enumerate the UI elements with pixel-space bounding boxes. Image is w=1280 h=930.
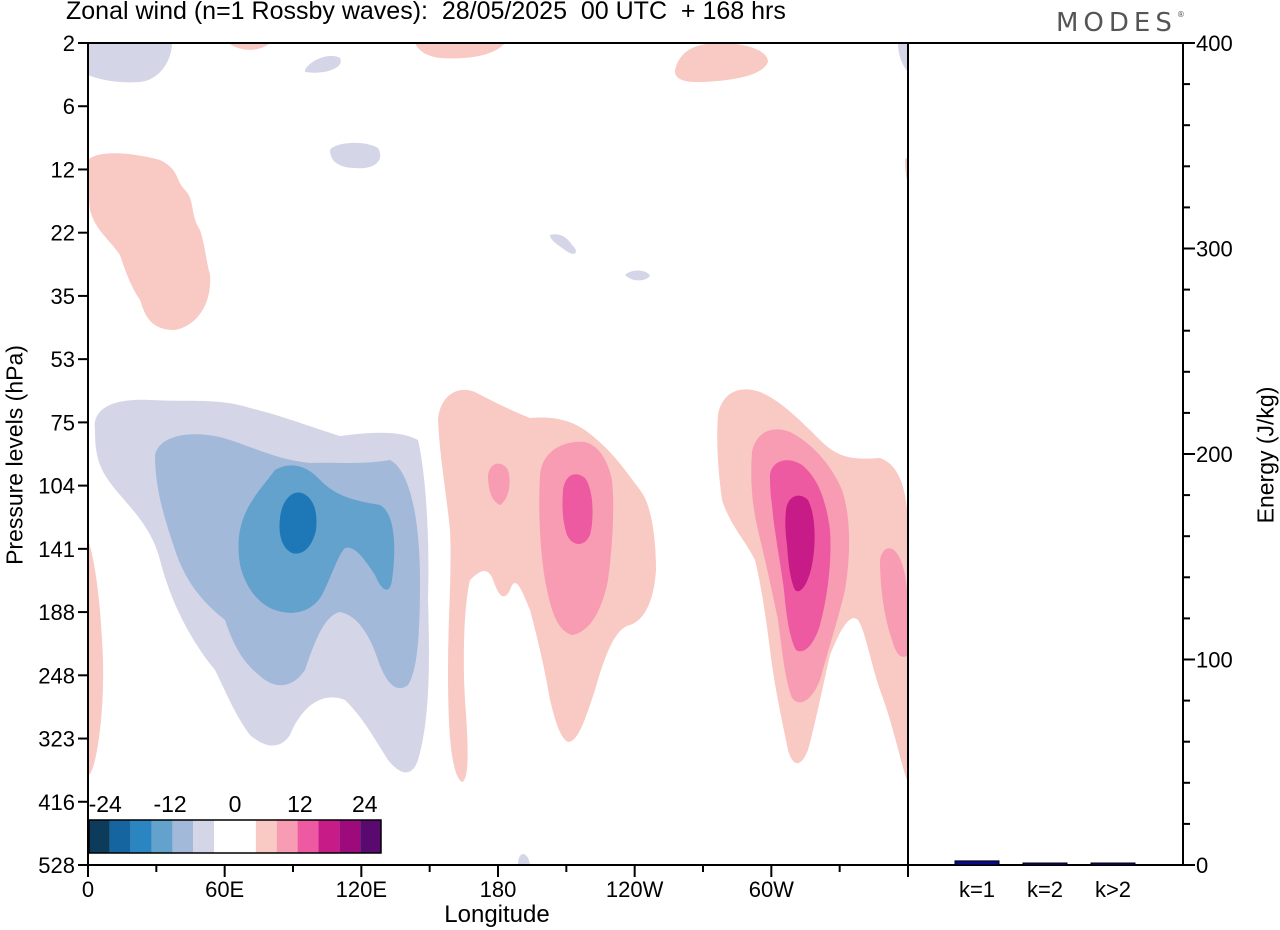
energy-bar (954, 860, 1000, 866)
contour-pos-top-c (415, 43, 505, 59)
contour-pos-left-edge (88, 540, 104, 775)
energy-tick-label: 200 (1196, 442, 1233, 467)
energy-ticks: 0 100 200 300 400 (1183, 31, 1233, 878)
colorbar-swatch (276, 820, 298, 853)
energy-bars: k=1 k=2 k>2 (954, 860, 1136, 902)
contour-neg-strat-b (550, 234, 576, 254)
y-tick-label: 6 (63, 94, 75, 119)
contour-neg-top-left (88, 43, 172, 83)
contour-pos-two-core (785, 495, 815, 592)
energy-bar (1090, 862, 1136, 866)
colorbar-swatch (255, 820, 277, 853)
colorbar-swatch (109, 820, 131, 853)
colorbar-swatch (318, 820, 340, 853)
colorbar-swatch (89, 820, 110, 853)
colorbar-tick-label: 0 (229, 791, 242, 817)
colorbar-swatch (214, 820, 235, 853)
logo-mark: ® (1176, 10, 1185, 19)
x-tick-label: 60W (749, 877, 794, 902)
contour-neg-top-b (305, 55, 341, 73)
x-tick-label: 120W (606, 877, 664, 902)
colorbar-tick-label: 12 (287, 791, 313, 817)
colorbar-swatch (130, 820, 152, 853)
contour-pos-top-a (228, 43, 270, 50)
colorbar-tick-label: 24 (352, 791, 378, 817)
colorbar-swatch (235, 820, 256, 853)
x-tick-label: 60E (205, 877, 244, 902)
energy-category-label: k>2 (1095, 877, 1131, 902)
colorbar: -24 -12 0 12 24 (88, 791, 382, 854)
colorbar-swatch (339, 820, 361, 853)
contour-pos-strat (88, 153, 211, 330)
contour-pos-one-small (488, 463, 510, 505)
energy-category-label: k=1 (959, 877, 995, 902)
y-tick-label: 2 (63, 31, 75, 56)
y-tick-label: 528 (38, 853, 75, 878)
colorbar-swatch (172, 820, 194, 853)
colorbar-tick-label: -12 (153, 791, 186, 817)
y-tick-label: 141 (38, 537, 75, 562)
y-tick-label: 104 (38, 474, 75, 499)
energy-tick-label: 300 (1196, 237, 1233, 262)
energy-tick-label: 100 (1196, 648, 1233, 673)
logo-text: MODES (1056, 8, 1177, 38)
contour-pos-one-core (562, 474, 593, 545)
x-tick-label: 0 (82, 877, 94, 902)
contour-field (88, 43, 908, 865)
x-axis-title: Longitude (444, 901, 549, 928)
contour-pos-top-d (674, 43, 768, 82)
colorbar-tick-label: -24 (89, 791, 122, 817)
energy-category-label: k=2 (1027, 877, 1063, 902)
y-tick-label: 416 (38, 790, 75, 815)
y-tick-label: 75 (51, 410, 75, 435)
energy-tick-label: 400 (1196, 31, 1233, 56)
contour-neg-strat-c (625, 270, 650, 281)
colorbar-frame (88, 819, 382, 854)
colorbar-swatch (151, 820, 173, 853)
energy-tick-label: 0 (1196, 853, 1208, 878)
colorbar-swatch (297, 820, 319, 853)
y-tick-label: 22 (51, 221, 75, 246)
contour-pos-edge-mid (880, 548, 908, 657)
y-tick-label: 188 (38, 600, 75, 625)
contour-neg-bottom-small (518, 854, 530, 865)
colorbar-swatch (193, 820, 215, 853)
y-tick-label: 323 (38, 727, 75, 752)
x-tick-label: 180 (480, 877, 517, 902)
modes-logo: MODES® (1056, 8, 1185, 38)
contour-neg-main-core (279, 492, 317, 554)
y-tick-label: 248 (38, 663, 75, 688)
y-ticks: 2 6 12 22 35 53 75 104 141 188 248 323 416 528 (38, 31, 88, 878)
contour-neg-top-e (898, 43, 908, 72)
y-tick-label: 53 (51, 347, 75, 372)
y-tick-label: 12 (51, 157, 75, 182)
contour-neg-main-inner (238, 465, 395, 613)
x-ticks: 0 60E 120E 180 120W 60W (82, 865, 909, 902)
x-tick-label: 120E (336, 877, 387, 902)
chart-title: Zonal wind (n=1 Rossby waves): 28/05/202… (66, 0, 786, 25)
contour-neg-strat-a (330, 142, 381, 169)
energy-bar (1022, 862, 1068, 866)
colorbar-swatch (360, 820, 381, 853)
y-tick-label: 35 (51, 284, 75, 309)
